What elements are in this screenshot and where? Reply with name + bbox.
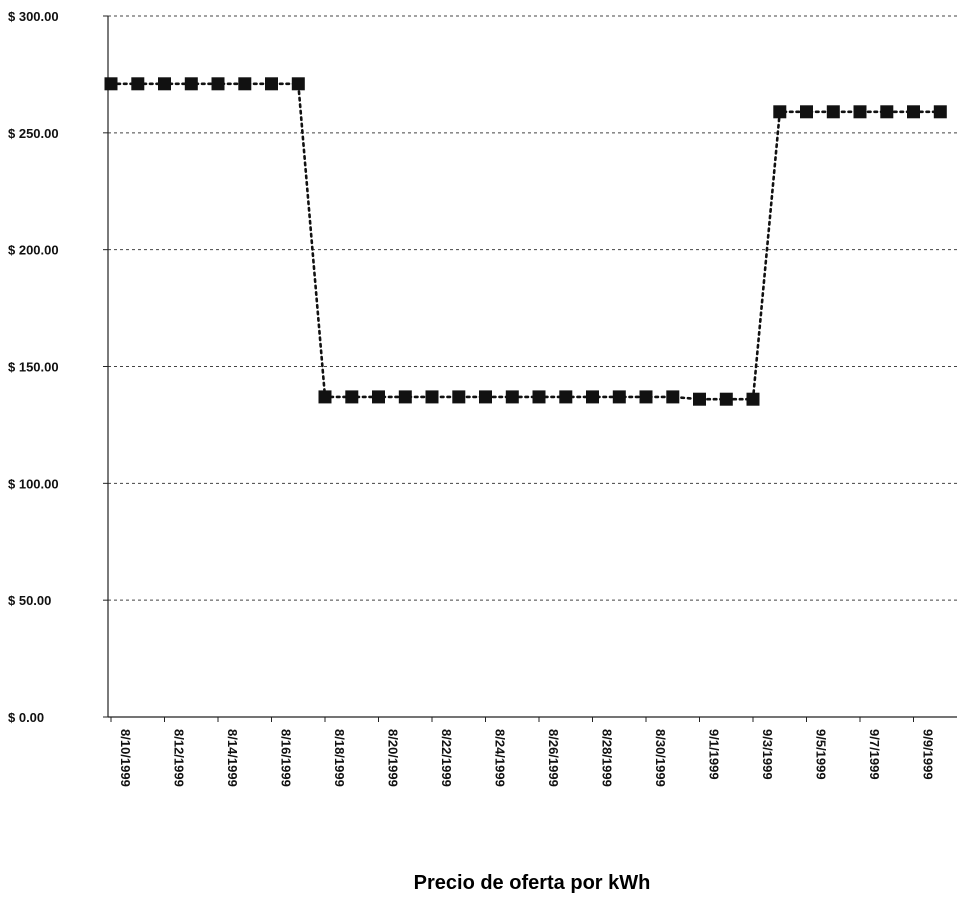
x-tick-label: 9/5/1999	[814, 729, 829, 780]
data-point	[505, 390, 519, 404]
data-point	[532, 390, 546, 404]
data-point	[318, 390, 332, 404]
data-point	[559, 390, 573, 404]
data-point	[211, 77, 225, 91]
y-tick-label: $ 0.00	[8, 710, 44, 725]
data-point	[666, 390, 680, 404]
x-tick-label: 8/20/1999	[386, 729, 401, 787]
data-point	[184, 77, 198, 91]
y-tick-label: $ 300.00	[8, 9, 59, 24]
data-point	[800, 105, 813, 119]
data-point	[238, 77, 252, 91]
x-tick-label: 8/14/1999	[225, 729, 240, 787]
data-point	[612, 390, 626, 404]
data-point	[479, 390, 492, 404]
x-tick-label: 9/9/1999	[921, 729, 936, 780]
data-point	[880, 105, 894, 119]
x-tick-label: 8/10/1999	[118, 729, 133, 787]
data-point	[907, 105, 920, 119]
data-point	[425, 390, 439, 404]
x-tick-label: 8/12/1999	[172, 729, 187, 787]
data-point	[372, 390, 385, 404]
data-point	[131, 77, 145, 91]
x-tick-label: 8/16/1999	[279, 729, 294, 787]
data-point	[452, 390, 466, 404]
series-line	[109, 82, 942, 401]
data-point	[265, 77, 278, 91]
data-point	[826, 105, 840, 119]
x-tick-label: 8/24/1999	[493, 729, 508, 787]
y-tick-label: $ 50.00	[8, 593, 51, 608]
data-point	[291, 77, 305, 91]
y-tick-label: $ 150.00	[8, 360, 59, 375]
x-tick-label: 8/26/1999	[546, 729, 561, 787]
data-point	[773, 105, 787, 119]
x-tick-label: 9/3/1999	[760, 729, 775, 780]
x-tick-label: 8/18/1999	[332, 729, 347, 787]
data-point	[639, 390, 653, 404]
y-tick-label: $ 200.00	[8, 243, 59, 258]
data-point	[693, 392, 706, 406]
gridlines	[108, 15, 957, 601]
data-point	[104, 77, 118, 91]
x-tick-label: 9/1/1999	[707, 729, 722, 780]
data-point	[853, 105, 867, 119]
x-tick-label: 8/28/1999	[600, 729, 615, 787]
x-tick-label: 8/22/1999	[439, 729, 454, 787]
x-tick-label: 9/7/1999	[867, 729, 882, 780]
chart-title: Precio de oferta por kWh	[414, 872, 651, 894]
x-axis-ticks: 8/10/1999 8/12/1999 8/14/1999 8/16/1999 8/18…	[110, 717, 936, 787]
data-point	[345, 390, 359, 404]
data-point	[586, 390, 599, 404]
data-point	[158, 77, 171, 91]
y-axis-ticks: $ 0.00 $ 50.00 $ 100.00 $ 150.00 $ 200.00 $ 2…	[8, 9, 108, 725]
y-tick-label: $ 250.00	[8, 126, 59, 141]
data-point	[398, 390, 412, 404]
series-group	[104, 77, 947, 406]
data-point	[719, 392, 733, 406]
data-point	[933, 105, 947, 119]
data-point	[746, 392, 760, 406]
y-tick-label: $ 100.00	[8, 476, 59, 491]
x-tick-label: 8/30/1999	[653, 729, 668, 787]
